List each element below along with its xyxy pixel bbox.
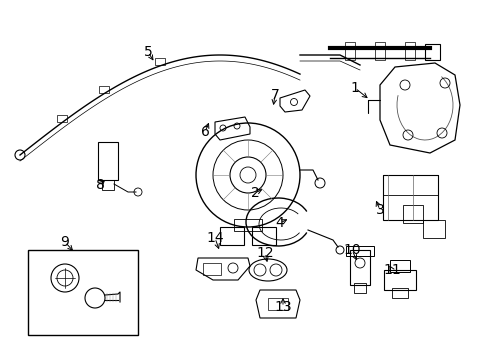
Text: 3: 3 — [375, 203, 384, 217]
Bar — [28, 250, 138, 335]
Bar — [353, 283, 365, 293]
Bar — [203, 263, 221, 275]
Bar — [404, 42, 414, 60]
Text: 1: 1 — [350, 81, 359, 95]
Bar — [382, 175, 437, 220]
Text: 14: 14 — [206, 231, 224, 245]
Text: 5: 5 — [143, 45, 152, 59]
Bar — [383, 270, 415, 290]
Bar — [251, 227, 275, 245]
Text: 4: 4 — [275, 216, 284, 230]
Text: 13: 13 — [274, 300, 291, 314]
Text: 2: 2 — [250, 186, 259, 200]
Bar — [349, 250, 369, 285]
Bar — [422, 220, 444, 238]
Text: 8: 8 — [95, 178, 104, 192]
Text: 10: 10 — [343, 243, 360, 257]
Text: 11: 11 — [382, 263, 400, 277]
Bar — [382, 175, 437, 195]
Bar — [155, 58, 164, 65]
Bar — [267, 298, 287, 310]
Bar — [234, 219, 262, 231]
Text: 9: 9 — [61, 235, 69, 249]
Bar — [220, 227, 244, 245]
Bar — [374, 42, 384, 60]
Text: 6: 6 — [200, 125, 209, 139]
Bar — [57, 114, 67, 122]
Bar — [402, 205, 422, 223]
Text: 7: 7 — [270, 88, 279, 102]
Text: 12: 12 — [256, 246, 273, 260]
Bar — [389, 260, 409, 272]
Bar — [346, 246, 373, 256]
Bar — [345, 42, 354, 60]
Bar — [98, 142, 118, 180]
Bar — [424, 44, 439, 60]
Bar — [391, 288, 407, 298]
Bar — [99, 86, 109, 93]
Bar — [102, 180, 114, 190]
